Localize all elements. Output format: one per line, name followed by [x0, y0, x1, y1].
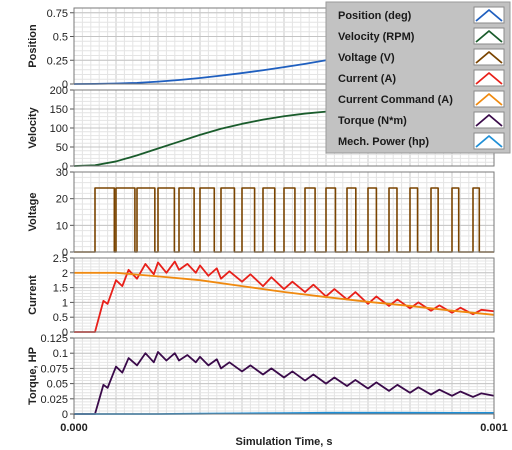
y-tick-label: 0.05: [47, 379, 68, 391]
y-axis-label: Torque, HP: [27, 347, 39, 405]
legend-swatch-box: [473, 90, 505, 108]
y-tick-label: 0.25: [47, 55, 68, 67]
legend-swatch-icon: [475, 9, 503, 22]
legend-swatch-box: [473, 132, 505, 150]
plot-frame: [73, 257, 495, 333]
legend-swatch-icon: [475, 72, 503, 85]
x-tick-label: 0.000: [60, 422, 88, 434]
x-tick-label: 0.001: [480, 422, 508, 434]
legend-swatch-box: [473, 69, 505, 87]
y-tick-label: 2.5: [53, 253, 68, 265]
legend-entry-label: Voltage (V): [338, 52, 395, 64]
x-axis-title: Simulation Time, s: [236, 436, 333, 448]
y-tick-label: 0: [62, 247, 68, 259]
plot-frame: [73, 171, 495, 253]
series-line-velocity-rpm: [74, 110, 327, 167]
legend-swatch-box: [473, 27, 505, 45]
y-tick-label: 1: [62, 297, 68, 309]
panel-3: 0 10 20 30 Voltage: [27, 167, 495, 259]
legend-swatch-icon: [475, 135, 503, 148]
legend-entry-label: Velocity (RPM): [338, 31, 415, 43]
y-tick-label: 0.075: [40, 363, 68, 375]
y-tick-label: 150: [50, 104, 68, 116]
y-tick-label: 30: [56, 167, 68, 179]
plot-frame: [73, 337, 495, 415]
legend-entry-label: Current Command (A): [338, 94, 453, 106]
y-tick-label: 10: [56, 220, 68, 232]
y-tick-label: 0: [62, 161, 68, 173]
legend-swatch-box: [473, 111, 505, 129]
legend-entry-label: Mech. Power (hp): [338, 136, 429, 148]
y-tick-label: 50: [56, 142, 68, 154]
panel-4: 0 0.5 1 1.5 2 2.5 Current: [27, 253, 495, 339]
y-tick-label: 0.025: [40, 394, 68, 406]
y-axis-label: Position: [27, 24, 39, 68]
y-tick-label: 1.5: [53, 283, 68, 295]
legend-swatch-icon: [475, 30, 503, 43]
legend-swatch-icon: [475, 114, 503, 127]
y-tick-label: 0: [62, 79, 68, 91]
y-tick-label: 0: [62, 409, 68, 421]
legend-entry-label: Current (A): [338, 73, 396, 85]
y-tick-label: 200: [50, 85, 68, 97]
legend-swatch-box: [473, 6, 505, 24]
y-tick-label: 0.125: [40, 333, 68, 345]
y-tick-label: 0.75: [47, 8, 68, 20]
y-tick-label: 20: [56, 194, 68, 206]
legend-swatch-box: [473, 48, 505, 66]
legend-swatch-icon: [475, 51, 503, 64]
y-tick-label: 0.5: [53, 312, 68, 324]
series-line-current-a: [74, 260, 494, 333]
y-axis-label: Current: [27, 275, 39, 315]
y-tick-label: 2: [62, 268, 68, 280]
y-tick-label: 0.1: [53, 348, 68, 360]
series-line-voltage-v: [74, 187, 494, 253]
y-tick-label: 0: [62, 327, 68, 339]
series-line-current-command-a: [74, 271, 494, 316]
legend-entry-label: Torque (N*m): [338, 115, 407, 127]
y-axis-label: Voltage: [27, 193, 39, 232]
legend-entry-label: Position (deg): [338, 10, 412, 22]
series-line-torque-n-m: [74, 351, 494, 415]
y-axis-label: Velocity: [27, 106, 39, 148]
y-tick-label: 0.5: [53, 32, 68, 44]
y-tick-label: 100: [50, 123, 68, 135]
legend-swatch-icon: [475, 93, 503, 106]
